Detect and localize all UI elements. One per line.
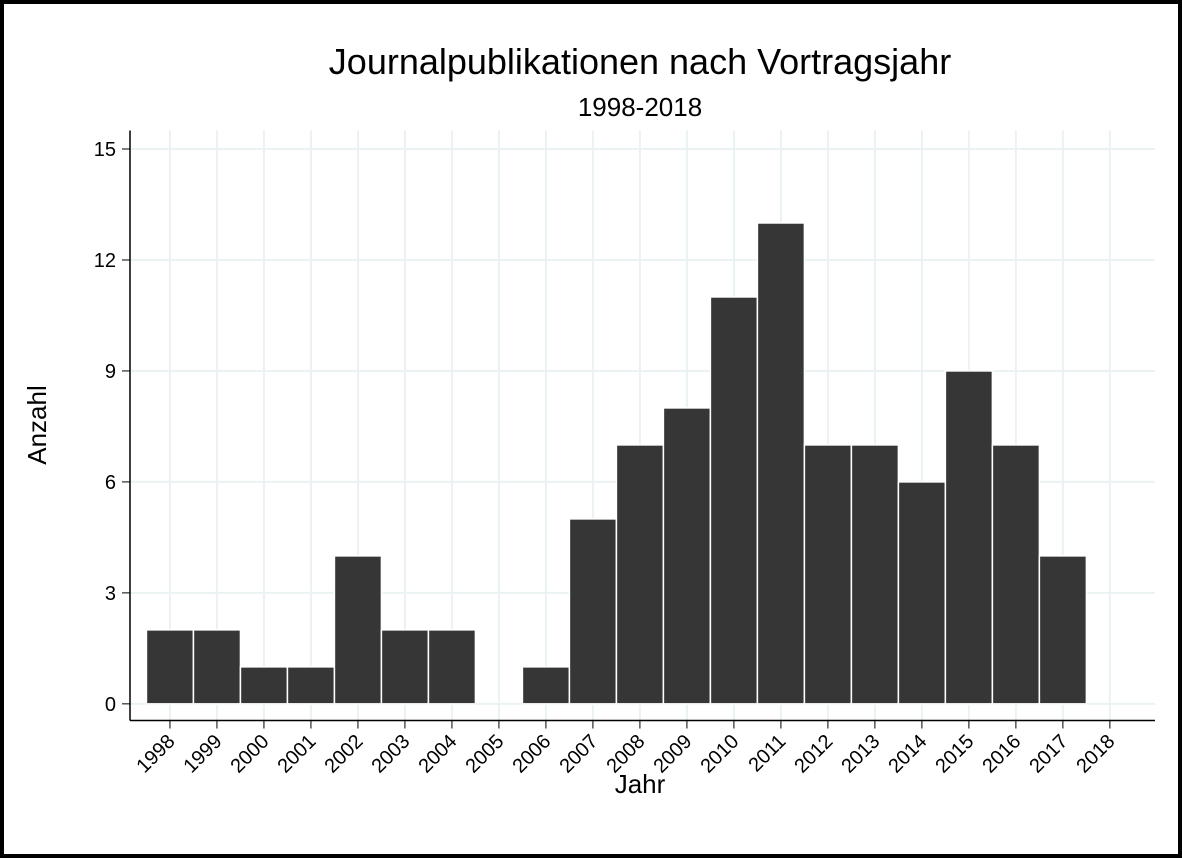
chart-title: Journalpublikationen nach Vortragsjahr — [329, 41, 951, 82]
y-tick-label: 6 — [105, 472, 116, 494]
bar — [850, 444, 900, 705]
bar — [568, 518, 618, 705]
bar — [380, 629, 430, 705]
bar — [662, 407, 712, 705]
chart-subtitle: 1998-2018 — [578, 92, 702, 122]
y-tick-label: 15 — [94, 139, 116, 161]
bar — [521, 666, 571, 705]
bar — [286, 666, 336, 705]
bar — [897, 481, 947, 705]
x-axis-label: Jahr — [615, 769, 666, 799]
bar — [427, 629, 477, 705]
bar — [991, 444, 1041, 705]
bar — [709, 296, 759, 705]
bars — [145, 222, 1088, 705]
bar — [803, 444, 853, 705]
bar — [756, 222, 806, 705]
bar — [615, 444, 665, 705]
y-tick-label: 3 — [105, 583, 116, 605]
y-tick-label: 0 — [105, 694, 116, 716]
bar — [1038, 555, 1088, 705]
y-tick-label: 12 — [94, 250, 116, 272]
y-tick-label: 9 — [105, 361, 116, 383]
bar — [239, 666, 289, 705]
bar — [145, 629, 195, 705]
bar — [333, 555, 383, 705]
bar — [192, 629, 242, 705]
y-axis-label: Anzahl — [22, 385, 52, 465]
bar — [944, 370, 994, 705]
